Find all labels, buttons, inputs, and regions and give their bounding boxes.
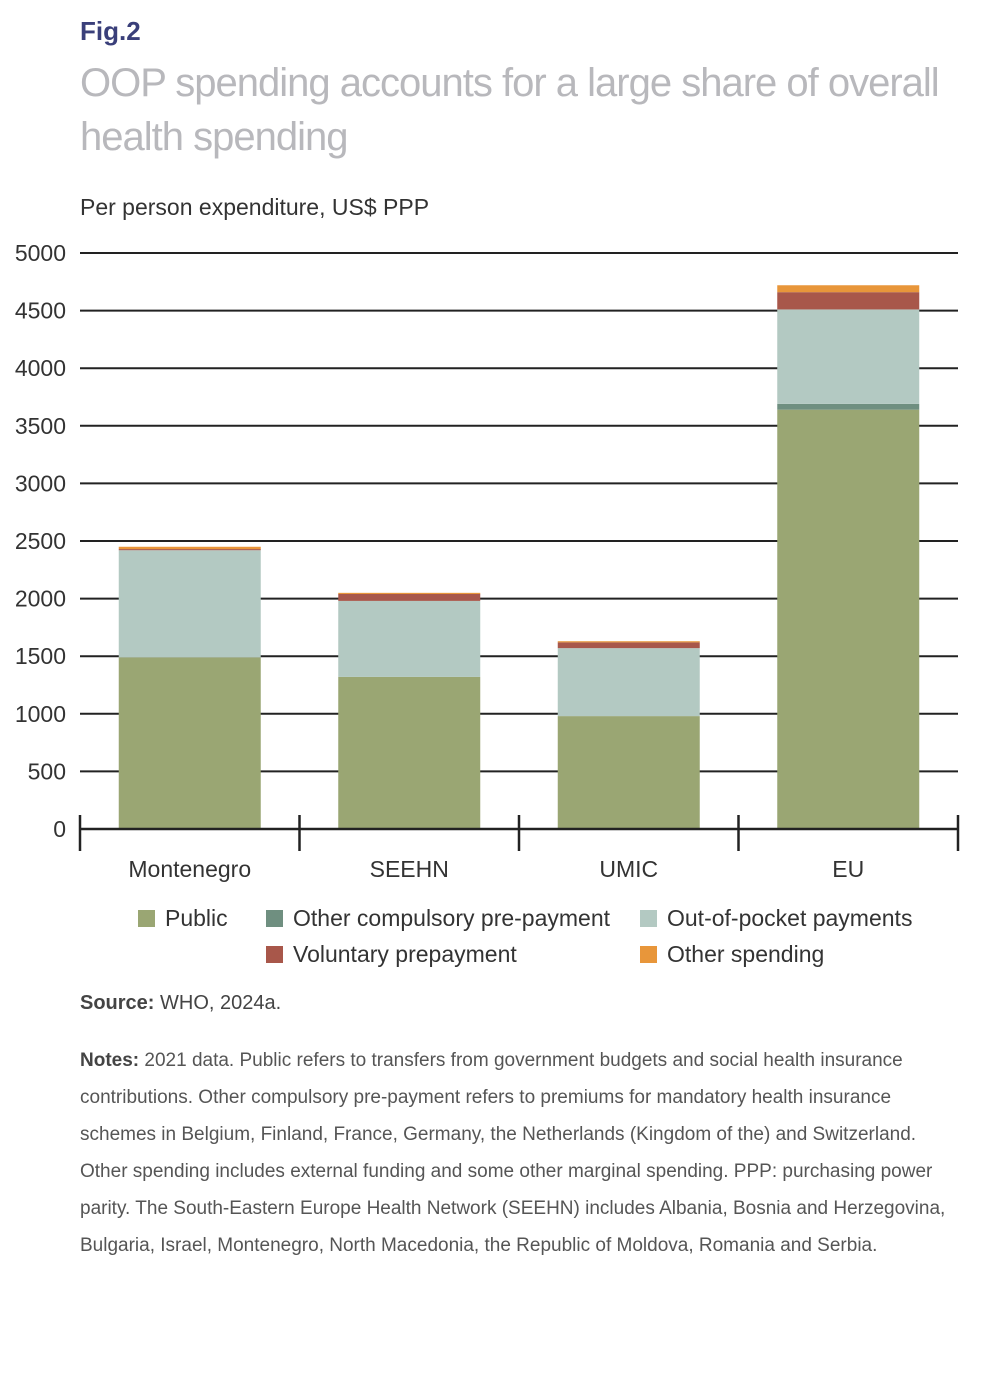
bar-segment	[118, 657, 261, 829]
source-label: Source:	[80, 992, 155, 1014]
bar-segment	[118, 550, 261, 658]
y-tick-label: 0	[53, 816, 66, 842]
notes: Notes: 2021 data. Public refers to trans…	[80, 1042, 960, 1264]
bar-segment	[557, 642, 700, 649]
figure-label: Fig.2	[80, 16, 141, 46]
y-tick-label: 3000	[15, 470, 66, 496]
legend-item-other-compulsory: Other compulsory pre-payment	[266, 905, 610, 932]
notes-label: Notes:	[80, 1050, 140, 1071]
x-tick-label: SEEHN	[370, 856, 449, 882]
x-tick-label: UMIC	[599, 856, 658, 882]
bar-segment	[777, 292, 920, 310]
y-tick-label: 1500	[15, 643, 66, 669]
legend-item-other-spending: Other spending	[640, 941, 824, 968]
legend-swatch	[138, 910, 155, 927]
legend-label: Out-of-pocket payments	[667, 905, 913, 931]
y-tick-label: 1000	[15, 701, 66, 727]
bar-segment	[338, 676, 481, 829]
legend: Public Other compulsory pre-payment Out-…	[138, 905, 958, 977]
bar-segment	[338, 593, 481, 601]
legend-label: Other spending	[667, 941, 825, 967]
legend-label: Public	[165, 905, 228, 931]
legend-swatch	[640, 946, 657, 963]
y-tick-label: 4000	[15, 355, 66, 381]
y-tick-label: 2000	[15, 586, 66, 612]
legend-swatch	[266, 946, 283, 963]
x-tick-label: Montenegro	[128, 856, 251, 882]
y-tick-label: 2500	[15, 528, 66, 554]
bar-segment	[777, 285, 920, 293]
y-axis-label: Per person expenditure, US$ PPP	[80, 194, 430, 220]
legend-label: Voluntary prepayment	[293, 941, 517, 967]
bar-segment	[777, 309, 920, 404]
x-tick-label: EU	[832, 856, 864, 882]
legend-label: Other compulsory pre-payment	[293, 905, 611, 931]
bar-segment	[777, 409, 920, 829]
stacked-bar-chart: 0 500 1000 1500 2000 2500 3000 3500 4000 4500 5000…	[15, 240, 960, 882]
source-text: WHO, 2024a.	[160, 992, 282, 1014]
y-tick-label: 500	[28, 758, 66, 784]
notes-text: 2021 data. Public refers to transfers fr…	[80, 1050, 946, 1256]
x-axis	[78, 815, 960, 851]
bar-segment	[557, 648, 700, 717]
legend-item-public: Public	[138, 905, 228, 932]
x-tick-labels: Montenegro SEEHN UMIC EU	[128, 856, 864, 882]
legend-item-out-of-pocket: Out-of-pocket payments	[640, 905, 912, 932]
bar-segment	[338, 592, 481, 594]
legend-swatch	[640, 910, 657, 927]
source-note: Source: WHO, 2024a.	[80, 992, 281, 1015]
bar-segment	[557, 641, 700, 643]
bar-segment	[118, 546, 261, 550]
y-tick-label: 4500	[15, 298, 66, 324]
y-tick-label: 5000	[15, 240, 66, 266]
bar-segment	[777, 403, 920, 410]
legend-item-voluntary: Voluntary prepayment	[266, 941, 517, 968]
bars	[118, 285, 920, 829]
bar-segment	[118, 549, 261, 551]
figure-title: OOP spending accounts for a large share …	[80, 61, 940, 159]
y-tick-label: 3500	[15, 413, 66, 439]
bar-segment	[338, 600, 481, 677]
legend-swatch	[266, 910, 283, 927]
bar-segment	[557, 716, 700, 829]
y-tick-labels: 0 500 1000 1500 2000 2500 3000 3500 4000 4500 5000	[15, 240, 66, 842]
